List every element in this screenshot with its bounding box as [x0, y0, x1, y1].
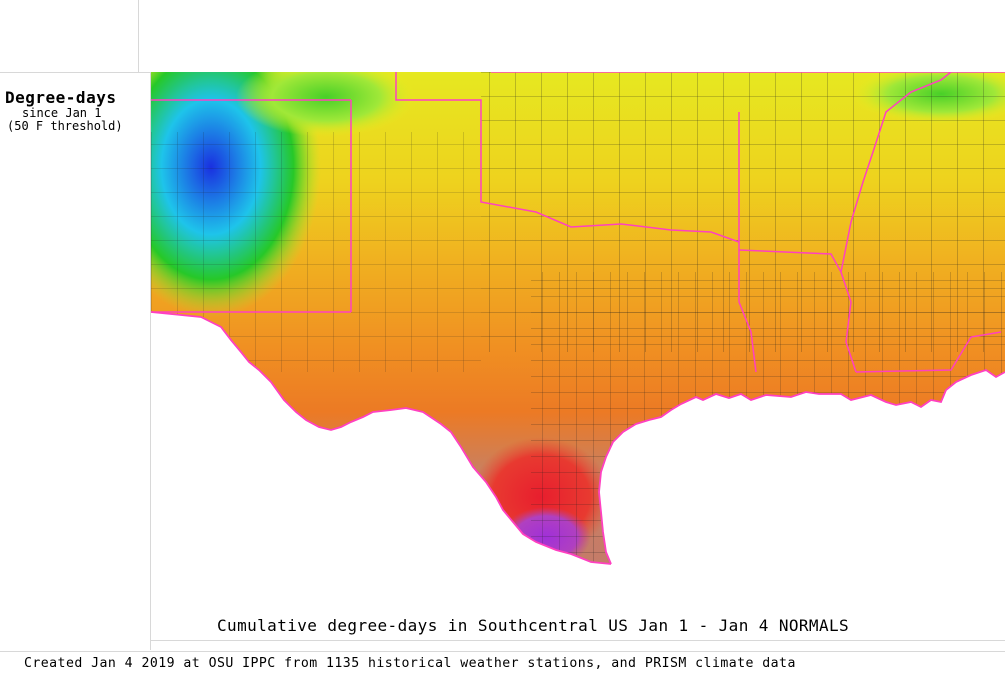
- state-line-texas-louisiana: [738, 112, 757, 373]
- frame-divider-map-left: [150, 72, 151, 650]
- state-line-mississippi-river: [840, 72, 952, 273]
- cool-north-region-west: [236, 72, 416, 137]
- frame-divider-footer: [0, 651, 1005, 652]
- map-land: [151, 72, 1005, 564]
- rio-grande-border: [151, 311, 612, 565]
- state-line-gulf-coast: [855, 331, 1002, 373]
- frame-divider-left: [138, 0, 139, 72]
- state-line-arkansas-louisiana: [738, 249, 857, 373]
- frame-divider-bottom: [150, 640, 1005, 641]
- footer-credit: Created Jan 4 2019 at OSU IPPC from 1135…: [24, 656, 796, 671]
- county-boundaries-west: [151, 132, 481, 372]
- state-boundaries: [151, 72, 1005, 373]
- gulf-coastline: [598, 369, 1005, 565]
- legend-subtitle-since: since Jan 1: [22, 106, 102, 120]
- legend-subtitle-threshold: (50 F threshold): [7, 119, 123, 133]
- legend-title: Degree-days: [5, 88, 117, 107]
- map-caption: Cumulative degree-days in Southcentral U…: [217, 616, 850, 635]
- degree-day-map: [151, 72, 1005, 565]
- state-line-texas-oklahoma: [395, 72, 740, 243]
